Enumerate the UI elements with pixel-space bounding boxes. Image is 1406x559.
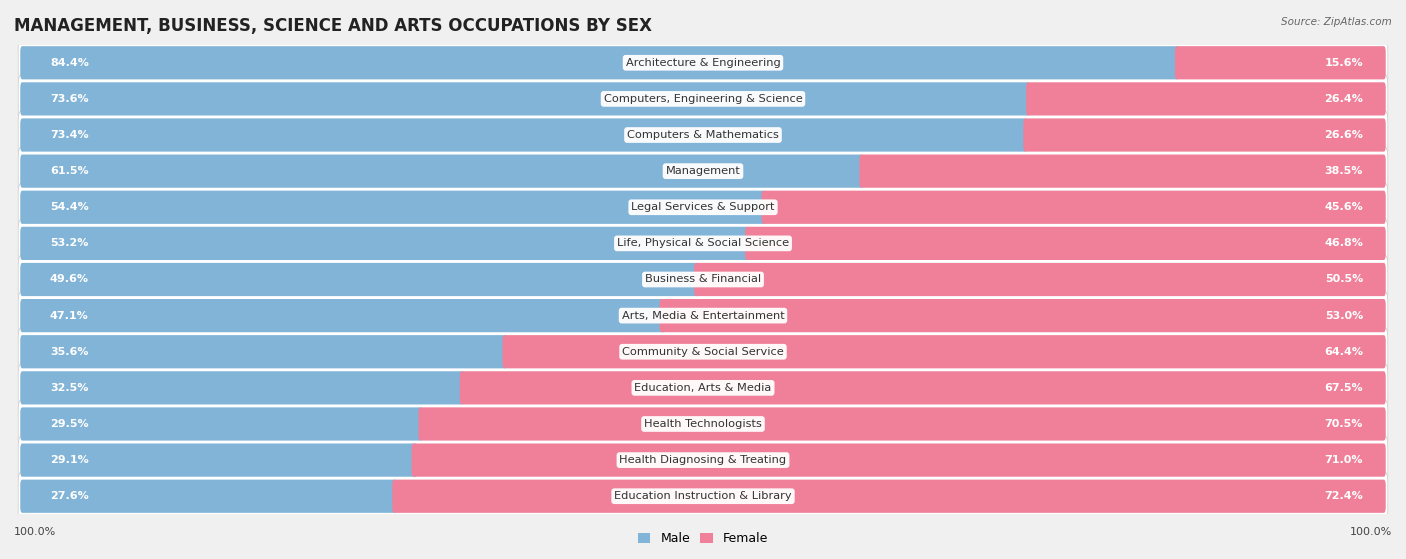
Text: Computers & Mathematics: Computers & Mathematics xyxy=(627,130,779,140)
FancyBboxPatch shape xyxy=(18,471,1388,521)
FancyBboxPatch shape xyxy=(18,291,1388,340)
Text: 26.4%: 26.4% xyxy=(1324,94,1362,104)
Text: Community & Social Service: Community & Social Service xyxy=(621,347,785,357)
Text: 71.0%: 71.0% xyxy=(1324,455,1362,465)
Text: Health Diagnosing & Treating: Health Diagnosing & Treating xyxy=(620,455,786,465)
FancyBboxPatch shape xyxy=(762,191,1386,224)
FancyBboxPatch shape xyxy=(18,399,1388,449)
FancyBboxPatch shape xyxy=(460,371,1386,405)
Text: Architecture & Engineering: Architecture & Engineering xyxy=(626,58,780,68)
FancyBboxPatch shape xyxy=(20,227,749,260)
Text: Health Technologists: Health Technologists xyxy=(644,419,762,429)
FancyBboxPatch shape xyxy=(18,74,1388,124)
Text: Life, Physical & Social Science: Life, Physical & Social Science xyxy=(617,238,789,248)
Legend: Male, Female: Male, Female xyxy=(633,527,773,550)
FancyBboxPatch shape xyxy=(1024,119,1386,151)
FancyBboxPatch shape xyxy=(412,443,1386,477)
Text: 50.5%: 50.5% xyxy=(1324,274,1362,285)
Text: 53.2%: 53.2% xyxy=(49,238,89,248)
FancyBboxPatch shape xyxy=(20,82,1031,116)
Text: Legal Services & Support: Legal Services & Support xyxy=(631,202,775,212)
FancyBboxPatch shape xyxy=(18,363,1388,413)
FancyBboxPatch shape xyxy=(502,335,1386,368)
Text: 100.0%: 100.0% xyxy=(1350,527,1392,537)
FancyBboxPatch shape xyxy=(20,191,766,224)
Text: 67.5%: 67.5% xyxy=(1324,383,1362,393)
Text: 61.5%: 61.5% xyxy=(49,166,89,176)
FancyBboxPatch shape xyxy=(20,119,1028,151)
Text: 46.8%: 46.8% xyxy=(1324,238,1362,248)
FancyBboxPatch shape xyxy=(392,480,1386,513)
Text: 47.1%: 47.1% xyxy=(49,311,89,321)
FancyBboxPatch shape xyxy=(18,254,1388,305)
Text: 32.5%: 32.5% xyxy=(49,383,89,393)
FancyBboxPatch shape xyxy=(20,154,863,188)
Text: 29.5%: 29.5% xyxy=(49,419,89,429)
FancyBboxPatch shape xyxy=(18,182,1388,232)
Text: 100.0%: 100.0% xyxy=(14,527,56,537)
FancyBboxPatch shape xyxy=(20,46,1180,79)
FancyBboxPatch shape xyxy=(18,110,1388,160)
FancyBboxPatch shape xyxy=(695,263,1386,296)
FancyBboxPatch shape xyxy=(659,299,1386,332)
FancyBboxPatch shape xyxy=(20,480,396,513)
FancyBboxPatch shape xyxy=(1026,82,1386,116)
Text: 38.5%: 38.5% xyxy=(1324,166,1362,176)
FancyBboxPatch shape xyxy=(20,408,423,440)
FancyBboxPatch shape xyxy=(745,227,1386,260)
Text: 45.6%: 45.6% xyxy=(1324,202,1362,212)
Text: MANAGEMENT, BUSINESS, SCIENCE AND ARTS OCCUPATIONS BY SEX: MANAGEMENT, BUSINESS, SCIENCE AND ARTS O… xyxy=(14,17,652,35)
FancyBboxPatch shape xyxy=(20,263,700,296)
FancyBboxPatch shape xyxy=(859,154,1386,188)
FancyBboxPatch shape xyxy=(20,371,464,405)
Text: Education, Arts & Media: Education, Arts & Media xyxy=(634,383,772,393)
Text: 29.1%: 29.1% xyxy=(49,455,89,465)
Text: 84.4%: 84.4% xyxy=(49,58,89,68)
Text: 26.6%: 26.6% xyxy=(1324,130,1362,140)
FancyBboxPatch shape xyxy=(18,327,1388,377)
Text: 70.5%: 70.5% xyxy=(1324,419,1362,429)
Text: 53.0%: 53.0% xyxy=(1324,311,1362,321)
FancyBboxPatch shape xyxy=(20,335,506,368)
Text: Education Instruction & Library: Education Instruction & Library xyxy=(614,491,792,501)
Text: Business & Financial: Business & Financial xyxy=(645,274,761,285)
Text: 73.4%: 73.4% xyxy=(49,130,89,140)
FancyBboxPatch shape xyxy=(18,146,1388,196)
Text: 27.6%: 27.6% xyxy=(49,491,89,501)
Text: Computers, Engineering & Science: Computers, Engineering & Science xyxy=(603,94,803,104)
Text: Source: ZipAtlas.com: Source: ZipAtlas.com xyxy=(1281,17,1392,27)
Text: 54.4%: 54.4% xyxy=(49,202,89,212)
Text: 73.6%: 73.6% xyxy=(49,94,89,104)
FancyBboxPatch shape xyxy=(18,219,1388,268)
FancyBboxPatch shape xyxy=(20,299,665,332)
FancyBboxPatch shape xyxy=(18,38,1388,88)
Text: 64.4%: 64.4% xyxy=(1324,347,1362,357)
Text: 49.6%: 49.6% xyxy=(49,274,89,285)
FancyBboxPatch shape xyxy=(20,443,418,477)
Text: Management: Management xyxy=(665,166,741,176)
FancyBboxPatch shape xyxy=(1175,46,1386,79)
Text: 72.4%: 72.4% xyxy=(1324,491,1362,501)
FancyBboxPatch shape xyxy=(419,408,1386,440)
Text: 35.6%: 35.6% xyxy=(49,347,89,357)
Text: 15.6%: 15.6% xyxy=(1324,58,1362,68)
Text: Arts, Media & Entertainment: Arts, Media & Entertainment xyxy=(621,311,785,321)
FancyBboxPatch shape xyxy=(18,435,1388,485)
